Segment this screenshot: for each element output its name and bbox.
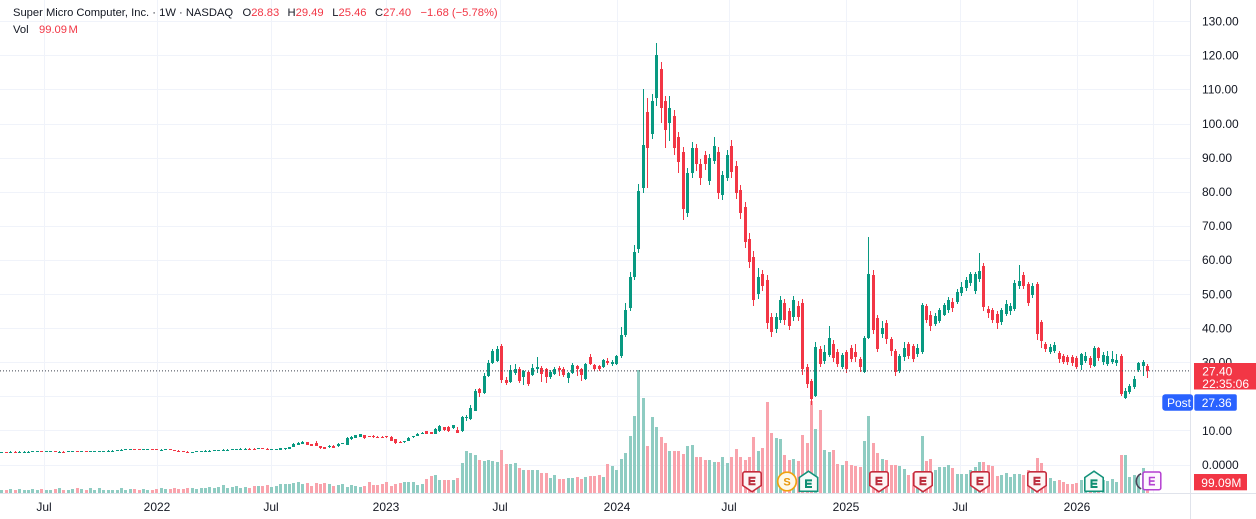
svg-text:70.00: 70.00 <box>1202 219 1232 233</box>
svg-text:99.09M: 99.09M <box>1201 476 1241 490</box>
svg-text:50.00: 50.00 <box>1202 287 1232 301</box>
svg-text:27.36: 27.36 <box>1202 396 1232 410</box>
svg-text:40.00: 40.00 <box>1202 322 1232 336</box>
svg-text:O28.83: O28.83 <box>243 7 280 19</box>
svg-text:S: S <box>783 477 790 489</box>
svg-text:120.00: 120.00 <box>1202 49 1239 63</box>
svg-text:130.00: 130.00 <box>1202 15 1239 29</box>
svg-text:2023: 2023 <box>373 500 400 514</box>
svg-text:0.0000: 0.0000 <box>1202 458 1239 472</box>
svg-text:27.40: 27.40 <box>1202 365 1232 379</box>
svg-text:Vol: Vol <box>13 24 29 36</box>
svg-text:Post: Post <box>1167 396 1192 410</box>
svg-text:2024: 2024 <box>604 500 631 514</box>
svg-text:80.00: 80.00 <box>1202 185 1232 199</box>
svg-text:22:35:06: 22:35:06 <box>1202 377 1249 391</box>
svg-text:Jul: Jul <box>263 500 278 514</box>
svg-text:110.00: 110.00 <box>1202 83 1238 97</box>
svg-text:C27.40: C27.40 <box>375 7 411 19</box>
svg-text:Jul: Jul <box>952 500 967 514</box>
svg-text:100.00: 100.00 <box>1202 117 1239 131</box>
svg-text:H29.49: H29.49 <box>288 7 324 19</box>
svg-text:99.09M: 99.09M <box>39 24 78 36</box>
svg-text:10.00: 10.00 <box>1202 424 1232 438</box>
svg-text:2026: 2026 <box>1064 500 1091 514</box>
svg-text:2022: 2022 <box>144 500 171 514</box>
svg-text:60.00: 60.00 <box>1202 253 1232 267</box>
svg-text:Jul: Jul <box>721 500 736 514</box>
svg-text:L25.46: L25.46 <box>332 7 366 19</box>
svg-text:2025: 2025 <box>833 500 860 514</box>
svg-text:Jul: Jul <box>492 500 507 514</box>
svg-text:Super Micro Computer, Inc. · 1: Super Micro Computer, Inc. · 1W · NASDAQ <box>13 7 233 19</box>
svg-text:−1.68 (−5.78%): −1.68 (−5.78%) <box>421 7 498 19</box>
svg-text:90.00: 90.00 <box>1202 151 1232 165</box>
svg-text:Jul: Jul <box>36 500 51 514</box>
